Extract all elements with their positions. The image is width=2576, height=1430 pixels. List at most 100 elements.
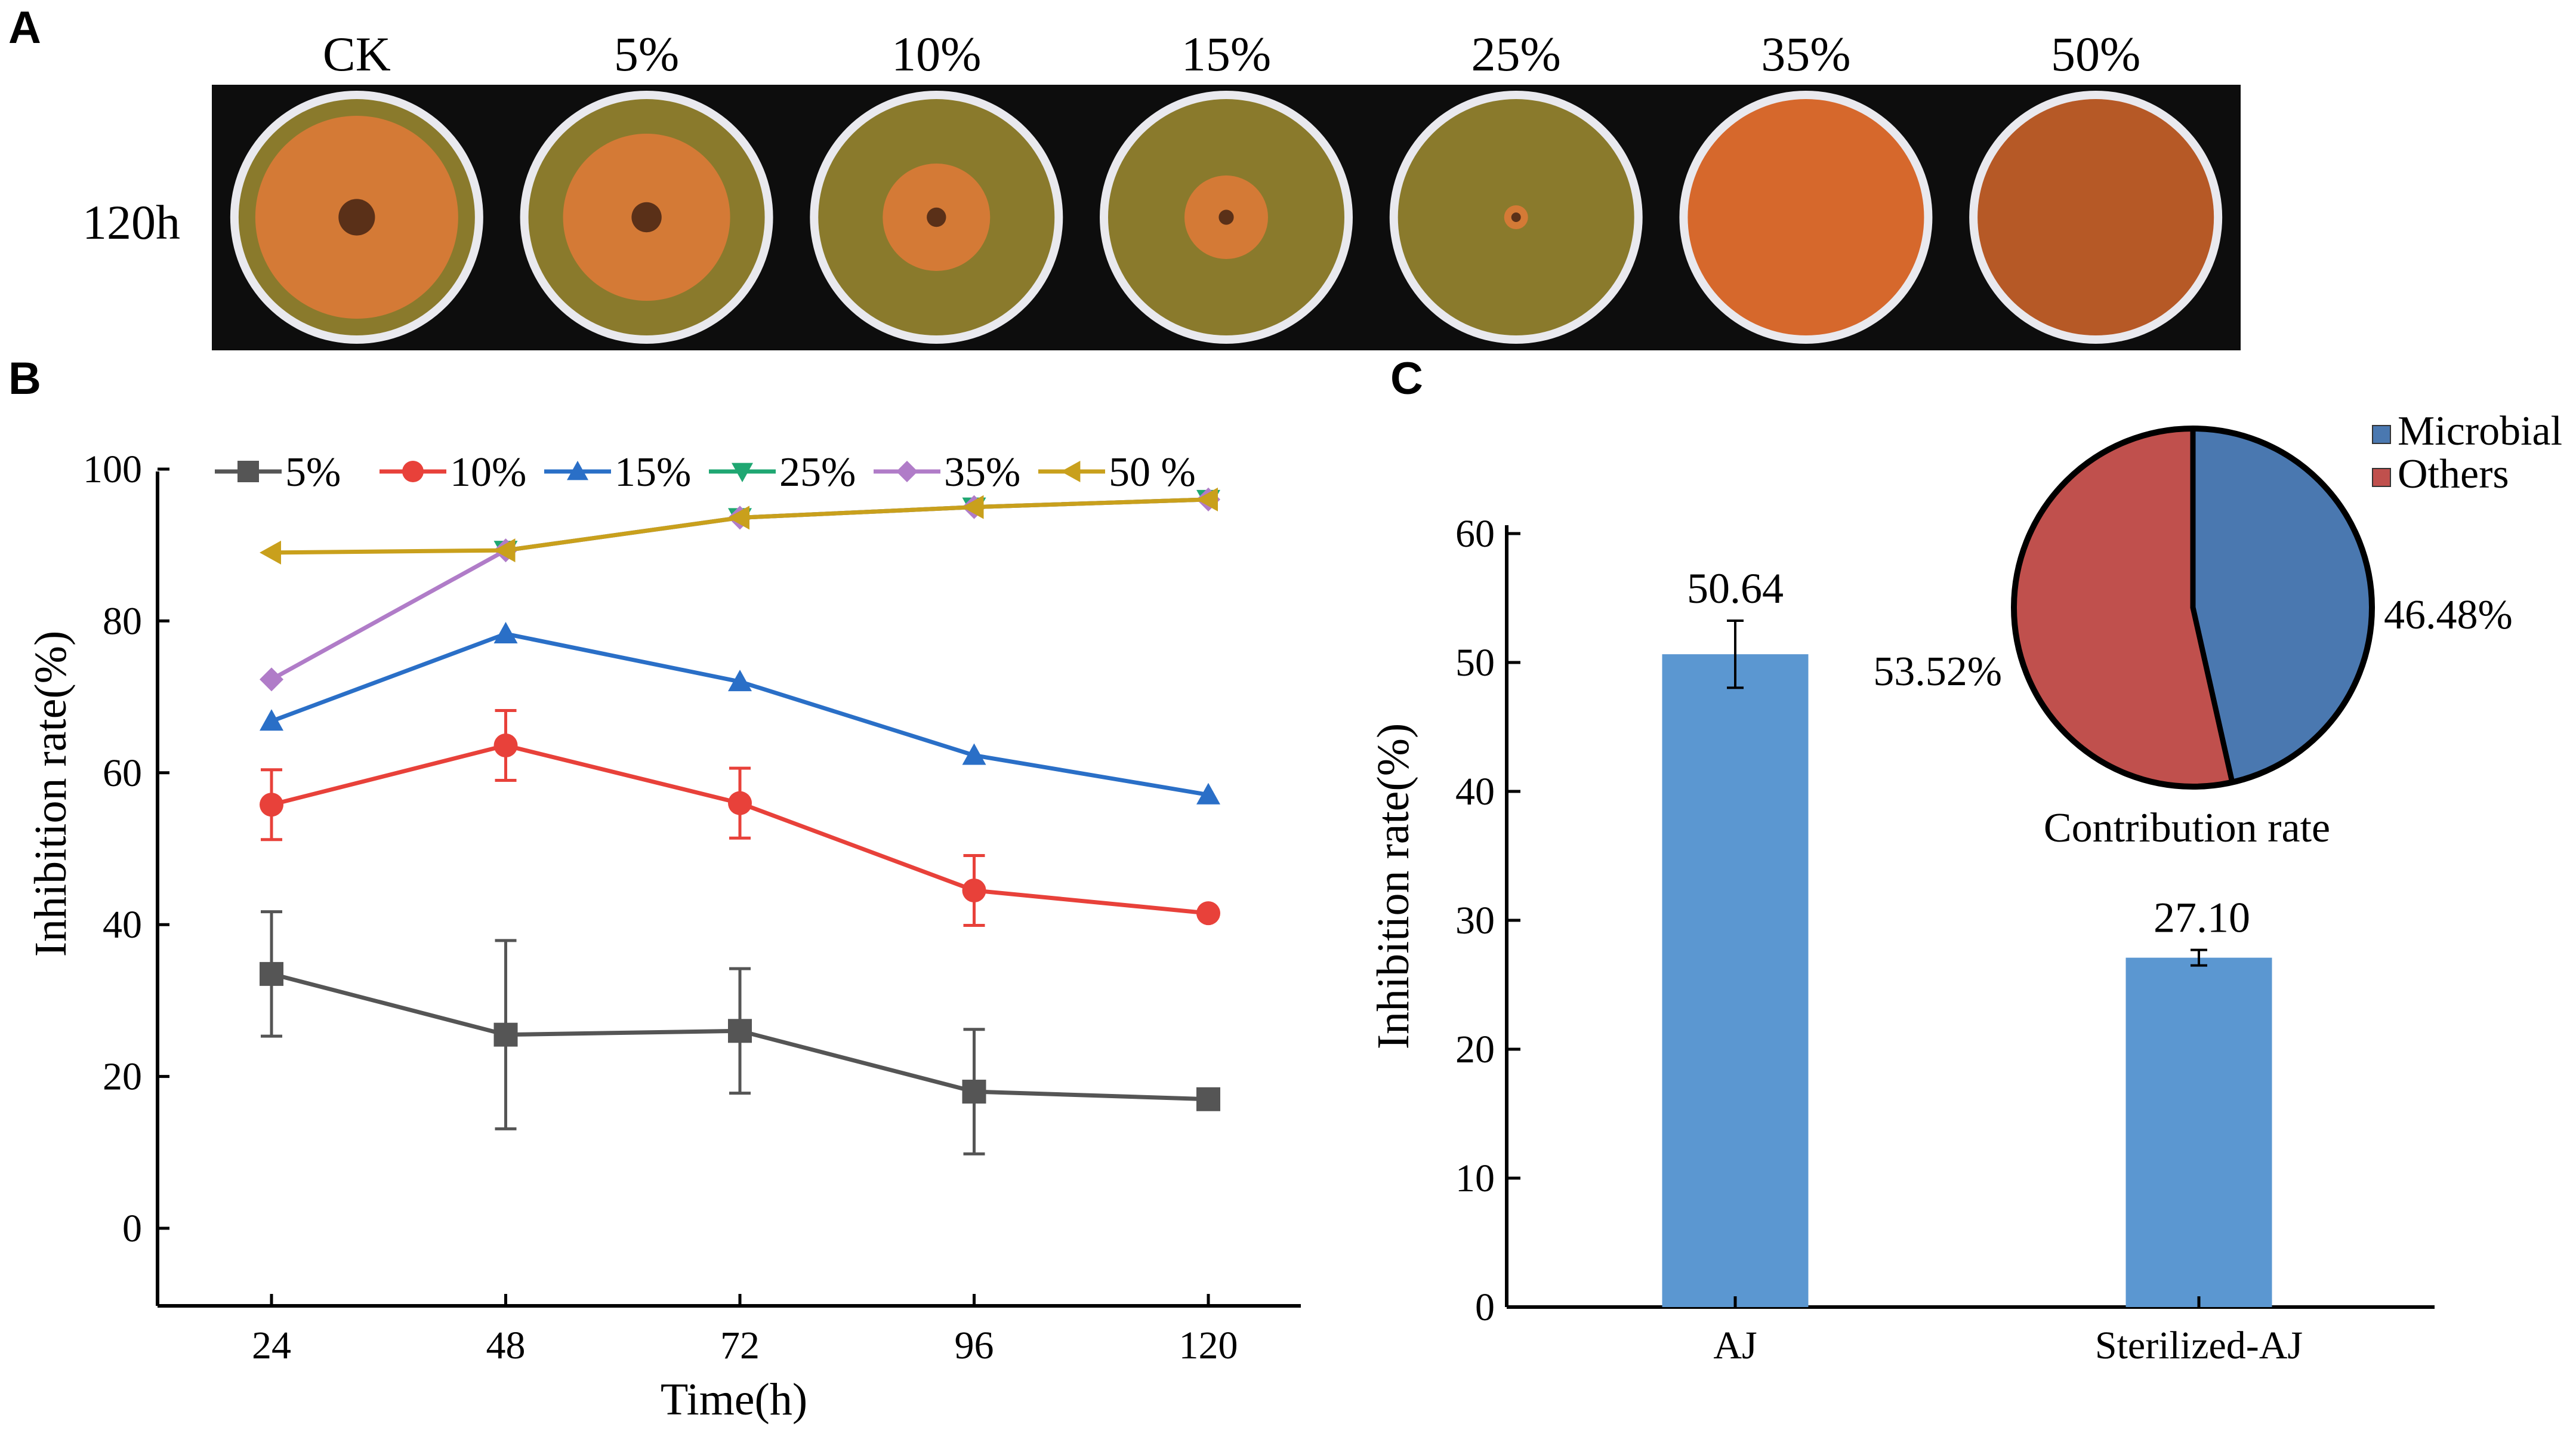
legend-entry: 5% <box>215 449 341 495</box>
data-point-marker <box>728 670 752 692</box>
series-50 <box>260 487 1218 565</box>
panel-letter-c: C <box>1390 353 1423 404</box>
legend-entry: 50 % <box>1038 449 1196 495</box>
colony-center <box>927 207 946 227</box>
petri-dish-photo <box>1389 91 1643 344</box>
data-point-marker <box>567 461 588 480</box>
data-point-marker <box>260 540 281 565</box>
panel-letter-a: A <box>8 2 41 53</box>
petri-dish-photo <box>810 91 1063 344</box>
c-y-tick-label: 10 <box>1455 1157 1495 1200</box>
data-point-marker <box>962 743 986 765</box>
b-y-tick-label: 40 <box>103 903 142 947</box>
data-point-marker <box>237 461 259 482</box>
legend-label: 15% <box>615 449 691 495</box>
series-10 <box>260 708 1220 927</box>
legend-entry: 15% <box>544 449 691 495</box>
legend-label: 10% <box>450 449 526 495</box>
data-point-marker <box>728 1019 752 1043</box>
b-x-tick-label: 96 <box>955 1324 994 1367</box>
pie-title: Contribution rate <box>2044 805 2330 851</box>
colony-center <box>338 199 375 236</box>
bar-value-label: 50.64 <box>1687 565 1784 612</box>
agar-medium <box>1687 99 1924 335</box>
agar-medium <box>1977 99 2214 335</box>
colony-center <box>1218 209 1234 225</box>
b-y-tick-label: 60 <box>103 751 142 795</box>
data-point-marker <box>896 461 918 482</box>
pie-outline <box>2011 426 2375 790</box>
data-point-marker <box>260 709 283 731</box>
b-x-tick-label: 120 <box>1179 1324 1238 1367</box>
legend-entry: 10% <box>380 449 526 495</box>
c-y-tick-label: 20 <box>1455 1028 1495 1071</box>
pie-legend-entry: Others <box>2372 451 2509 497</box>
panel-letter-b: B <box>8 353 41 404</box>
contribution-pie: 46.48% 53.52% <box>1873 426 2513 790</box>
data-point-marker <box>728 791 752 815</box>
data-point-marker <box>1196 1087 1220 1111</box>
c-y-tick-label: 30 <box>1455 899 1495 942</box>
b-y-tick-label: 80 <box>103 599 142 643</box>
legend-label: 5% <box>285 449 341 495</box>
colony-center <box>1511 212 1521 222</box>
legend-entry: 35% <box>874 449 1020 495</box>
petri-dish-photo <box>230 91 483 344</box>
legend-label: 50 % <box>1109 449 1196 495</box>
legend-label: Microbial <box>2398 408 2562 454</box>
pie-legend-entry: Microbial <box>2372 408 2562 454</box>
data-point-marker <box>962 878 986 902</box>
data-point-marker <box>493 622 518 644</box>
legend-swatch <box>2372 425 2391 444</box>
data-point-marker <box>493 1022 518 1047</box>
b-x-tick-label: 24 <box>252 1324 291 1367</box>
photo-column-label: CK <box>323 27 391 81</box>
b-y-tick-label: 20 <box>103 1055 142 1099</box>
petri-dish-photo <box>1100 91 1353 344</box>
series-5 <box>260 910 1220 1155</box>
agar-shade <box>1977 99 2214 335</box>
legend-label: 35% <box>944 449 1020 495</box>
data-point-marker <box>260 961 283 986</box>
data-point-marker <box>1061 461 1081 482</box>
c-y-axis-title: Inhibition rate(%) <box>1368 723 1418 1050</box>
legend-entry: 25% <box>709 449 856 495</box>
c-y-tick-label: 50 <box>1455 641 1495 685</box>
pie-value-label: 46.48% <box>2384 592 2513 638</box>
series-15 <box>260 622 1220 805</box>
legend-label: Others <box>2398 451 2509 497</box>
data-point-marker <box>1196 901 1220 926</box>
c-y-tick-label: 60 <box>1455 512 1495 556</box>
line-chart-panel: 0 20 40 60 80 100 24 48 72 96 120 5% 10% 15% 25% 35% 50… <box>26 448 1301 1425</box>
legend-label: 25% <box>779 449 856 495</box>
data-point-marker <box>493 734 518 758</box>
data-point-marker <box>493 538 516 563</box>
data-point-marker <box>260 667 283 692</box>
pie-value-label: 53.52% <box>1873 649 2002 695</box>
photo-column-label: 35% <box>1761 27 1850 81</box>
data-point-marker <box>732 463 753 482</box>
b-x-tick-label: 48 <box>486 1324 526 1367</box>
b-x-axis-title: Time(h) <box>661 1374 807 1425</box>
b-y-axis-title: Inhibition rate(%) <box>26 631 76 957</box>
legend-swatch <box>2372 468 2391 487</box>
data-point-marker <box>1196 782 1220 805</box>
photo-column-label: 5% <box>614 27 679 81</box>
row-label-120h: 120h <box>82 195 180 249</box>
petri-dish-photo <box>1969 91 2223 344</box>
data-point-marker <box>962 495 984 519</box>
petri-dish-photo <box>1679 91 1933 344</box>
data-point-marker <box>402 461 424 482</box>
data-point-marker <box>260 793 283 817</box>
petri-dish-photo <box>520 91 773 344</box>
c-y-tick-label: 0 <box>1475 1286 1495 1329</box>
series-line <box>505 497 1209 553</box>
data-point-marker <box>1196 487 1218 511</box>
photo-column-label: 25% <box>1471 27 1561 81</box>
b-y-tick-label: 100 <box>83 448 142 491</box>
bar <box>1662 654 1809 1307</box>
petri-dish-panel: 120h CK 5% 10% 15% 25% 35% 50% <box>82 27 2241 350</box>
b-x-tick-label: 72 <box>720 1324 760 1367</box>
